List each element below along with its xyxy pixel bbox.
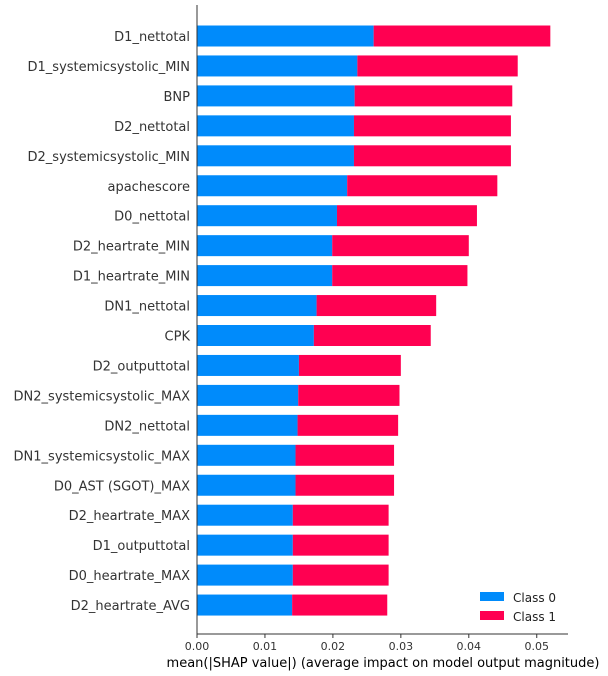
category-label: D1_outputtotal (93, 539, 190, 554)
category-label: D0_heartrate_MAX (69, 569, 190, 584)
bar-class0-3 (197, 115, 354, 137)
bar-class1-16 (292, 504, 389, 526)
bar-class0-0 (197, 25, 374, 47)
bar-class1-18 (292, 564, 389, 586)
bar-class0-9 (197, 295, 317, 317)
bar-class1-11 (298, 354, 401, 376)
category-label: BNP (164, 90, 191, 105)
category-label: D0_nettotal (114, 210, 190, 225)
x-tick-label: 0.04 (457, 640, 482, 653)
category-label: D1_heartrate_MIN (73, 270, 190, 285)
category-label: DN1_nettotal (104, 300, 190, 315)
bar-class0-1 (197, 55, 358, 77)
bar-class1-17 (292, 534, 389, 556)
category-label: D2_outputtotal (93, 359, 190, 374)
category-label: D2_heartrate_MIN (73, 240, 190, 255)
category-label: D2_heartrate_MAX (69, 509, 190, 524)
bar-class0-14 (197, 444, 296, 466)
legend-swatch-class1 (480, 611, 504, 620)
x-tick-label: 0.03 (389, 640, 414, 653)
bar-class1-19 (292, 594, 388, 616)
category-label: D2_systemicsystolic_MIN (28, 150, 190, 165)
bar-class1-3 (353, 115, 511, 137)
bar-class1-2 (354, 85, 513, 107)
bar-class1-13 (297, 414, 399, 436)
bar-class1-15 (295, 474, 395, 496)
bar-class1-6 (336, 205, 477, 227)
bar-class0-10 (197, 325, 314, 346)
bar-class1-12 (298, 384, 400, 406)
bar-class1-5 (347, 175, 498, 197)
bar-class0-4 (197, 145, 354, 167)
category-label: DN2_nettotal (104, 419, 190, 434)
category-label: D1_nettotal (114, 30, 190, 45)
category-label: DN1_systemicsystolic_MAX (14, 449, 191, 464)
bar-class0-11 (197, 354, 299, 376)
category-label: apachescore (107, 180, 190, 195)
x-tick-label: 0.05 (524, 640, 549, 653)
legend-swatch-class0 (480, 592, 504, 601)
bar-class0-19 (197, 594, 293, 616)
x-tick-label: 0.02 (321, 640, 346, 653)
x-tick-label: 0.01 (253, 640, 278, 653)
bar-class0-17 (197, 534, 293, 556)
legend: Class 0 Class 1 (480, 591, 556, 624)
category-label: D2_nettotal (114, 120, 190, 135)
bar-class1-1 (357, 55, 518, 77)
category-labels: D1_nettotal D1_systemicsystolic_MIN BNP D2_… (14, 30, 191, 614)
bar-class0-15 (197, 474, 296, 496)
bar-group (197, 25, 551, 616)
bar-class1-8 (332, 265, 468, 287)
bar-class1-10 (313, 325, 431, 346)
x-axis-label: mean(|SHAP value|) (average impact on mo… (167, 656, 600, 671)
bar-class0-7 (197, 235, 333, 257)
category-label: D1_systemicsystolic_MIN (28, 60, 190, 75)
legend-label: Class 1 (513, 610, 556, 624)
category-label: D0_AST (SGOT)_MAX (54, 479, 190, 494)
x-ticks: 0.00 0.01 0.02 0.03 0.04 0.05 (185, 634, 549, 653)
category-label: D2_heartrate_AVG (71, 599, 190, 614)
bar-class0-16 (197, 504, 293, 526)
bar-class0-8 (197, 265, 333, 287)
category-label: DN2_systemicsystolic_MAX (14, 389, 191, 404)
bar-class1-0 (373, 25, 551, 47)
bar-class0-13 (197, 414, 298, 436)
bar-class0-18 (197, 564, 293, 586)
bar-class1-7 (332, 235, 469, 257)
bar-class0-2 (197, 85, 355, 107)
x-tick-label: 0.00 (185, 640, 210, 653)
bar-class0-6 (197, 205, 337, 227)
bar-class1-9 (316, 295, 437, 317)
bar-class1-4 (353, 145, 511, 167)
legend-label: Class 0 (513, 591, 556, 605)
bar-class1-14 (295, 444, 395, 466)
category-label: CPK (165, 330, 191, 345)
bar-class0-12 (197, 384, 299, 406)
bar-class0-5 (197, 175, 348, 197)
